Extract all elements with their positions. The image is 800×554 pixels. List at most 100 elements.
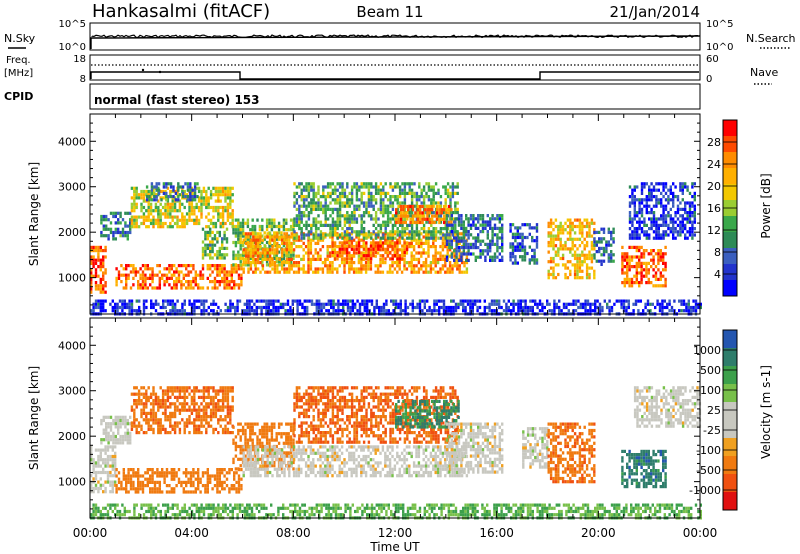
power-cell <box>267 309 270 313</box>
velocity-cell <box>99 464 102 468</box>
power-cell <box>422 188 426 192</box>
power-cell <box>175 267 178 271</box>
power-cell <box>374 220 378 224</box>
power-cell <box>664 261 667 265</box>
power-cell <box>292 248 296 252</box>
power-cell <box>511 248 515 252</box>
power-cell <box>422 241 425 245</box>
power-cell <box>441 238 445 242</box>
power-cell <box>460 246 463 250</box>
power-cell <box>411 302 414 306</box>
power-cell <box>252 245 255 249</box>
power-cell <box>221 205 225 210</box>
power-cell <box>105 224 108 228</box>
power-cell <box>338 233 342 237</box>
power-cell <box>632 309 635 313</box>
power-cell <box>314 220 318 224</box>
power-cell <box>283 248 286 252</box>
power-cell <box>408 241 411 245</box>
power-cell <box>398 223 402 227</box>
power-cell <box>396 182 399 186</box>
power-cell <box>569 247 572 251</box>
power-cell <box>336 233 339 237</box>
power-cell <box>571 263 574 267</box>
power-cell <box>100 230 103 235</box>
power-cell <box>198 305 201 310</box>
power-cell <box>296 309 299 313</box>
power-cell <box>209 253 212 257</box>
power-cell <box>157 302 160 306</box>
power-cell <box>432 236 435 240</box>
power-cell <box>189 182 192 186</box>
power-cell <box>642 274 646 278</box>
power-cell <box>512 299 515 303</box>
power-cell <box>429 264 433 268</box>
power-cell <box>376 235 380 239</box>
power-cell <box>516 242 519 246</box>
power-cell <box>327 309 330 313</box>
power-cell <box>193 191 197 195</box>
power-cell <box>153 273 157 277</box>
power-cell <box>659 274 662 278</box>
power-cell <box>94 258 98 262</box>
power-cell <box>509 223 512 227</box>
power-cell <box>634 302 638 306</box>
power-cell <box>237 218 240 222</box>
power-cell <box>230 273 233 277</box>
power-cell <box>446 195 450 199</box>
power-cell <box>240 276 243 280</box>
power-cell <box>446 236 450 240</box>
power-cell <box>432 191 435 195</box>
power-cell <box>657 249 660 253</box>
power-cell <box>594 302 597 306</box>
power-cell <box>620 305 623 310</box>
power-cell <box>621 245 624 249</box>
power-cell <box>146 267 149 271</box>
power-cell <box>640 265 643 269</box>
power-cell <box>626 268 629 272</box>
power-cell <box>379 248 382 252</box>
power-cell <box>256 248 260 252</box>
power-cell <box>341 204 344 208</box>
power-cell <box>302 211 306 215</box>
power-cell <box>251 218 254 222</box>
power-cell <box>519 245 522 249</box>
power-cell <box>212 209 215 213</box>
power-cell <box>664 217 668 221</box>
power-cell <box>403 198 407 202</box>
power-cell <box>498 258 501 262</box>
power-cell <box>423 302 426 306</box>
power-cell <box>355 188 359 192</box>
power-cell <box>396 211 399 215</box>
power-cell <box>676 198 680 202</box>
power-cell <box>213 276 217 280</box>
power-cell <box>526 223 529 227</box>
power-cell <box>608 299 611 303</box>
power-cell <box>181 221 184 226</box>
power-cell <box>691 185 694 189</box>
power-cell <box>293 201 296 205</box>
power-cell <box>319 207 323 211</box>
velocity-cell <box>122 477 125 481</box>
power-cell <box>219 309 222 313</box>
power-cell <box>621 261 624 265</box>
velocity-cell <box>126 428 129 432</box>
power-cell <box>516 245 519 249</box>
power-cell <box>496 242 499 246</box>
power-cell <box>288 270 291 274</box>
power-cell <box>139 267 142 271</box>
power-cell <box>307 236 311 240</box>
velocity-cell <box>112 438 115 442</box>
power-cell <box>420 241 423 245</box>
power-cell <box>94 261 98 265</box>
power-cell <box>396 201 399 205</box>
power-cell <box>312 204 315 208</box>
power-cell <box>638 211 641 215</box>
power-cell <box>657 252 660 256</box>
power-cell <box>638 233 641 237</box>
power-cell <box>317 227 320 231</box>
power-cell <box>343 264 346 268</box>
power-cell <box>686 201 689 205</box>
power-cell <box>144 267 147 271</box>
power-cell <box>277 224 281 229</box>
